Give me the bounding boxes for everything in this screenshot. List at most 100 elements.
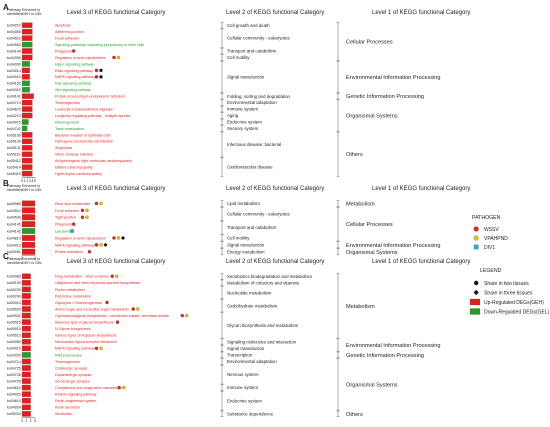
level1-category: Organismal Systems xyxy=(346,382,398,388)
pathway-name: Rap signaling pathway xyxy=(55,82,91,86)
pathway-id: ko04714 xyxy=(7,101,21,105)
pathway-id: ko04390 xyxy=(7,56,21,60)
enrichment-bar xyxy=(21,228,36,234)
level3-header: Level 3 of KEGG functional Category xyxy=(67,259,165,265)
legend-item-label: Share in two tissues xyxy=(484,281,529,287)
pathway-id: ko04728 xyxy=(7,373,21,377)
pathway-id: ko04014 xyxy=(7,69,21,73)
pathway-name: Hypertrophic cardiomyopathy xyxy=(55,172,102,176)
level2-category: Xenobiotics biodegradation and metabolis… xyxy=(227,274,313,279)
pathway-id: ko00010 xyxy=(7,301,21,305)
pathway-id: ko04213 xyxy=(7,114,21,118)
pathway-name: Cholinergic synapse xyxy=(55,366,87,370)
enrichment-bar xyxy=(21,28,33,35)
level2-category: Lipid metabolism xyxy=(227,201,260,206)
pathogen-marker-wssv xyxy=(115,320,120,324)
pathway-name: Phagosome xyxy=(55,223,74,227)
share-three-tissues-marker xyxy=(103,242,108,247)
enrichment-bar xyxy=(21,106,33,112)
enrichment-bar xyxy=(21,80,30,87)
level2-category: Transport and catabolism xyxy=(227,225,277,230)
pathogen-marker-wssv xyxy=(105,300,109,305)
pathway-name: Neuroactive ligand-receptor interaction xyxy=(55,340,117,344)
pathway-id: ko05100 xyxy=(7,133,21,137)
legend-item-label: Share in three tissues xyxy=(484,290,533,296)
pathogen-marker-wssv xyxy=(112,55,116,60)
pathway-name: Signaling pathways regulating pluripoten… xyxy=(55,43,144,47)
legend-up-swatch xyxy=(469,298,481,306)
pathway-name: Phagosome xyxy=(55,49,74,53)
enrichment-bar xyxy=(21,99,33,106)
level2-category: Glycan biosynthesis and metabolism xyxy=(227,323,299,328)
pathway-id: ko04924 xyxy=(7,406,21,410)
enrichment-bar xyxy=(21,378,31,384)
pathway-id: ko00230 xyxy=(7,288,21,292)
pathway-name: MAPK signaling pathway xyxy=(55,347,95,351)
pathway-id: ko05131 xyxy=(7,146,21,150)
pathway-id: ko04145 xyxy=(7,223,21,227)
level2-category: Energy metabolism xyxy=(227,249,265,254)
pathway-name: Lysosome xyxy=(55,229,71,233)
level2-header: Level 2 of KEGG functional Category xyxy=(226,259,324,265)
pathogen-marker-wssv xyxy=(80,208,85,213)
pathway-id: ko04390 xyxy=(7,30,21,34)
share-two-tissues-marker xyxy=(99,68,103,72)
enrichment-bar xyxy=(21,22,33,28)
pathway-name: Tight junction xyxy=(55,216,76,220)
pathway-name: Ubiquinone and other terpenoid-quinone b… xyxy=(55,281,140,285)
pathogen-marker-wssv xyxy=(72,49,76,53)
pathway-name: Focal adhesion xyxy=(55,209,79,213)
enriched-header-line1: Enriched in xyxy=(22,257,40,261)
level2-category: Signal transduction xyxy=(227,242,265,247)
enrichment-bar xyxy=(21,411,31,417)
legend-item-label: Up-Regulated DEGs(GEH) xyxy=(484,300,544,306)
pathway-name: Renin-angiotensin system xyxy=(55,399,96,403)
pathway-name: Apoptosis xyxy=(55,24,71,28)
level1-category: Organismal Systems xyxy=(346,114,398,120)
pathway-name: Melanogenesis xyxy=(55,120,79,124)
pathogen-marker-vpahpnd xyxy=(99,201,103,206)
x-tick-label: 1 xyxy=(24,179,26,183)
pathogen-marker-vpahpnd xyxy=(122,385,126,390)
level2-category: Signal transduction xyxy=(227,346,265,351)
level1-header: Level 1 of KEGG functional Category xyxy=(372,186,470,192)
enrichment-bar xyxy=(21,61,30,67)
level2-category: Carbohydrate metabolism xyxy=(227,303,278,308)
pathway-id: ko00513 xyxy=(7,334,21,338)
pathway-header-line2: Identifiers xyxy=(7,12,23,16)
level2-category: Signaling molecules and interaction xyxy=(227,339,297,344)
pathogen-marker-wssv xyxy=(117,385,121,390)
x-tick-label: 0 xyxy=(21,419,23,423)
x-tick-label: 3 xyxy=(34,419,36,423)
pathway-name: Taste transduction xyxy=(55,127,84,131)
level2-category: Transcription xyxy=(227,352,253,357)
pathway-name: MAPK signaling pathway xyxy=(55,75,95,79)
pathway-name: Vibrio cholerae infection xyxy=(55,153,93,157)
pathway-id: ko04725 xyxy=(7,366,21,370)
pathogen-marker-vpahpnd xyxy=(115,274,119,278)
pathway-name: Glycosaminoglycan biosynthesis - chondro… xyxy=(55,314,169,318)
x-tick-label: 2 xyxy=(26,179,28,183)
legend-vpahpnd-swatch xyxy=(473,235,479,241)
pathway-name: Ras1 signaling pathway xyxy=(55,69,93,73)
pathway-id: ko04310 xyxy=(7,88,21,92)
pathogen-legend-title: PATHOGEN xyxy=(472,215,501,221)
panel-label: A xyxy=(3,3,9,12)
pathway-id: ko03051 xyxy=(7,250,21,254)
pathway-name: RNA polymerase xyxy=(55,353,82,357)
pathogen-marker-wssv xyxy=(180,313,184,318)
pathogen-marker-wssv xyxy=(94,201,99,206)
enrichment-bar xyxy=(21,241,36,248)
pathway-id: ko04510 xyxy=(7,209,21,213)
pathway-id: ko00983 xyxy=(7,275,21,279)
pathway-header-line2: Identifiers xyxy=(7,261,23,265)
enrichment-bar xyxy=(21,170,33,177)
pathway-name: Dilated cardiomyopathy xyxy=(55,166,93,170)
enrichment-bar xyxy=(21,67,30,74)
enrichment-bar xyxy=(21,293,31,299)
pathway-name: Bacterial invasion of epithelial cells xyxy=(55,133,111,137)
enrichment-bar xyxy=(21,365,31,371)
pathway-id: ko04141 xyxy=(7,95,21,99)
pathogen-marker-vpahpnd xyxy=(99,243,103,247)
level2-category: Cell motility xyxy=(227,236,250,241)
